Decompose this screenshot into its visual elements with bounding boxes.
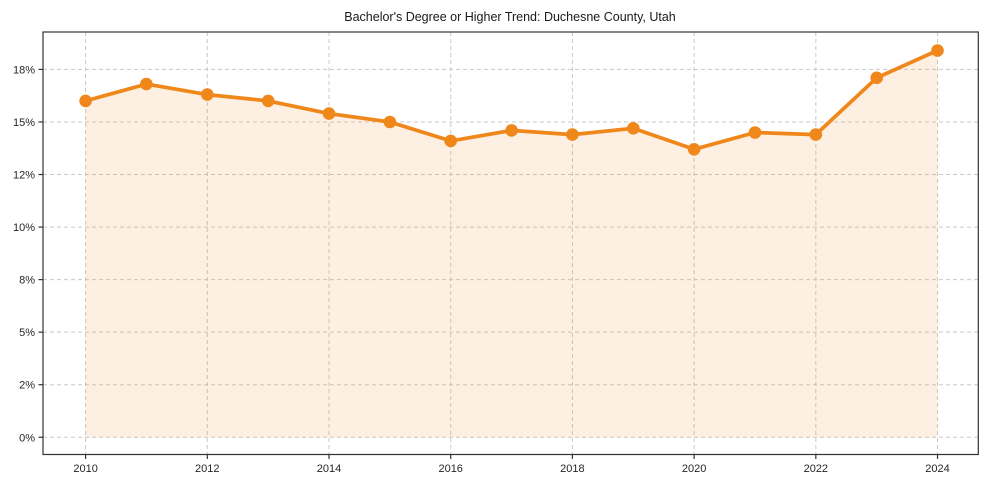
data-point-2014	[322, 107, 336, 120]
y-tick-label: 12%	[13, 170, 35, 182]
x-tick-label: 2018	[560, 463, 584, 475]
x-tick-label: 2024	[925, 463, 949, 475]
data-point-2013	[261, 94, 275, 108]
y-tick-label: 15%	[13, 117, 35, 129]
data-point-2012	[201, 88, 214, 101]
label-layer: 0% 2% 5% 8% 10% 12% 15% 18% 2010 2012 2014 2016 2018…	[13, 64, 950, 475]
data-point-2019	[627, 122, 640, 135]
area-layer	[85, 50, 938, 438]
y-tick-label: 2%	[19, 380, 35, 392]
data-point-2023	[870, 71, 883, 85]
x-tick-label: 2020	[682, 463, 706, 475]
area-fill	[85, 50, 938, 438]
grid-layer	[43, 32, 979, 455]
data-point-2024	[931, 44, 944, 57]
data-point-2020	[687, 143, 701, 156]
data-point-2022	[809, 128, 823, 141]
data-point-2018	[566, 128, 579, 141]
data-point-2021	[748, 126, 762, 139]
y-tick-label: 5%	[19, 327, 35, 339]
x-tick-label: 2012	[195, 463, 219, 475]
data-point-2016	[444, 134, 458, 148]
data-point-2011	[140, 77, 153, 91]
y-tick-label: 0%	[19, 432, 35, 444]
y-tick-label: 8%	[19, 275, 35, 287]
data-point-2010	[79, 94, 92, 108]
axis-frame	[42, 31, 979, 456]
x-tick-label: 2014	[317, 463, 341, 475]
chart-title: Bachelor's Degree or Higher Trend: Duche…	[344, 10, 676, 24]
x-tick-label: 2010	[73, 463, 97, 475]
y-tick-label: 18%	[13, 64, 35, 76]
data-point-2015	[383, 115, 397, 129]
x-tick-label: 2016	[438, 463, 462, 475]
axis-layer	[38, 31, 979, 459]
line-layer	[79, 44, 944, 156]
data-point-2017	[505, 124, 518, 137]
x-tick-label: 2022	[804, 463, 828, 475]
y-tick-label: 10%	[13, 222, 35, 234]
